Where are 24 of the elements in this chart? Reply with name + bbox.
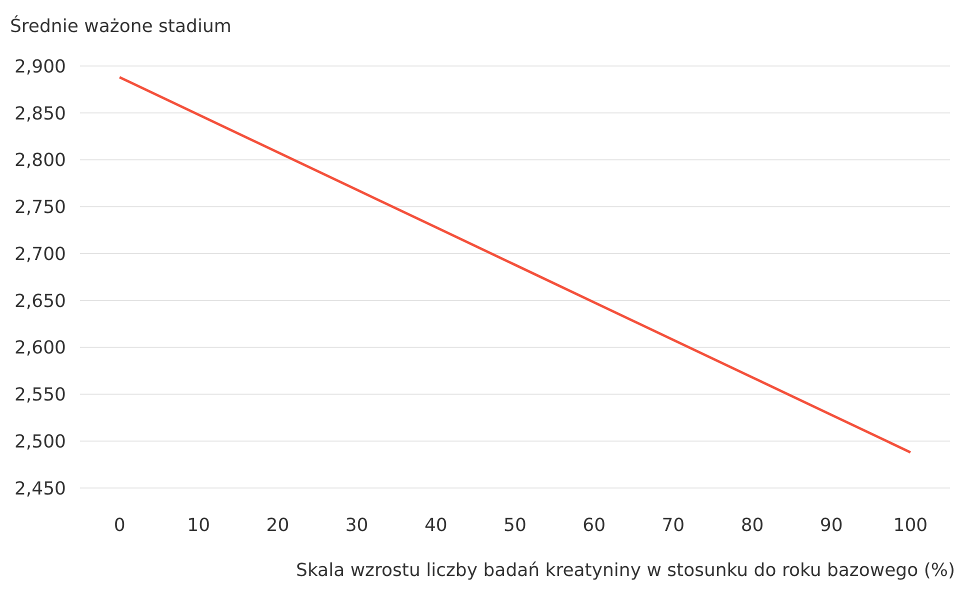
y-tick-label: 2,800: [14, 150, 66, 172]
x-tick-label: 70: [662, 514, 685, 536]
y-axis-title: Średnie ważone stadium: [10, 16, 232, 37]
y-tick-label: 2,550: [14, 384, 66, 406]
y-tick-label: 2,450: [14, 478, 66, 500]
x-tick-label: 40: [424, 514, 448, 536]
y-tick-label: 2,850: [14, 103, 66, 124]
x-tick-label: 50: [504, 514, 526, 536]
line-series: [118, 76, 912, 454]
x-tick-label: 90: [820, 514, 843, 536]
x-tick-label: 100: [893, 514, 928, 536]
y-tick-label: 2,750: [14, 197, 66, 218]
x-tick-label: 20: [266, 514, 290, 536]
y-tick-label: 2,900: [14, 56, 66, 78]
x-tick-label: 30: [345, 514, 368, 536]
x-tick-label: 80: [740, 514, 764, 536]
x-tick-label: 0: [114, 514, 126, 536]
y-tick-label: 2,500: [14, 432, 66, 452]
x-axis-title: Skala wzrostu liczby badań kreatyniny w stosunku do roku bazowego (%): [296, 560, 955, 581]
y-tick-label: 2,700: [14, 244, 66, 265]
x-tick-label: 60: [582, 514, 606, 536]
x-tick-label: 10: [187, 514, 210, 536]
y-tick-label: 2,600: [14, 338, 66, 359]
y-tick-label: 2,650: [14, 290, 66, 312]
